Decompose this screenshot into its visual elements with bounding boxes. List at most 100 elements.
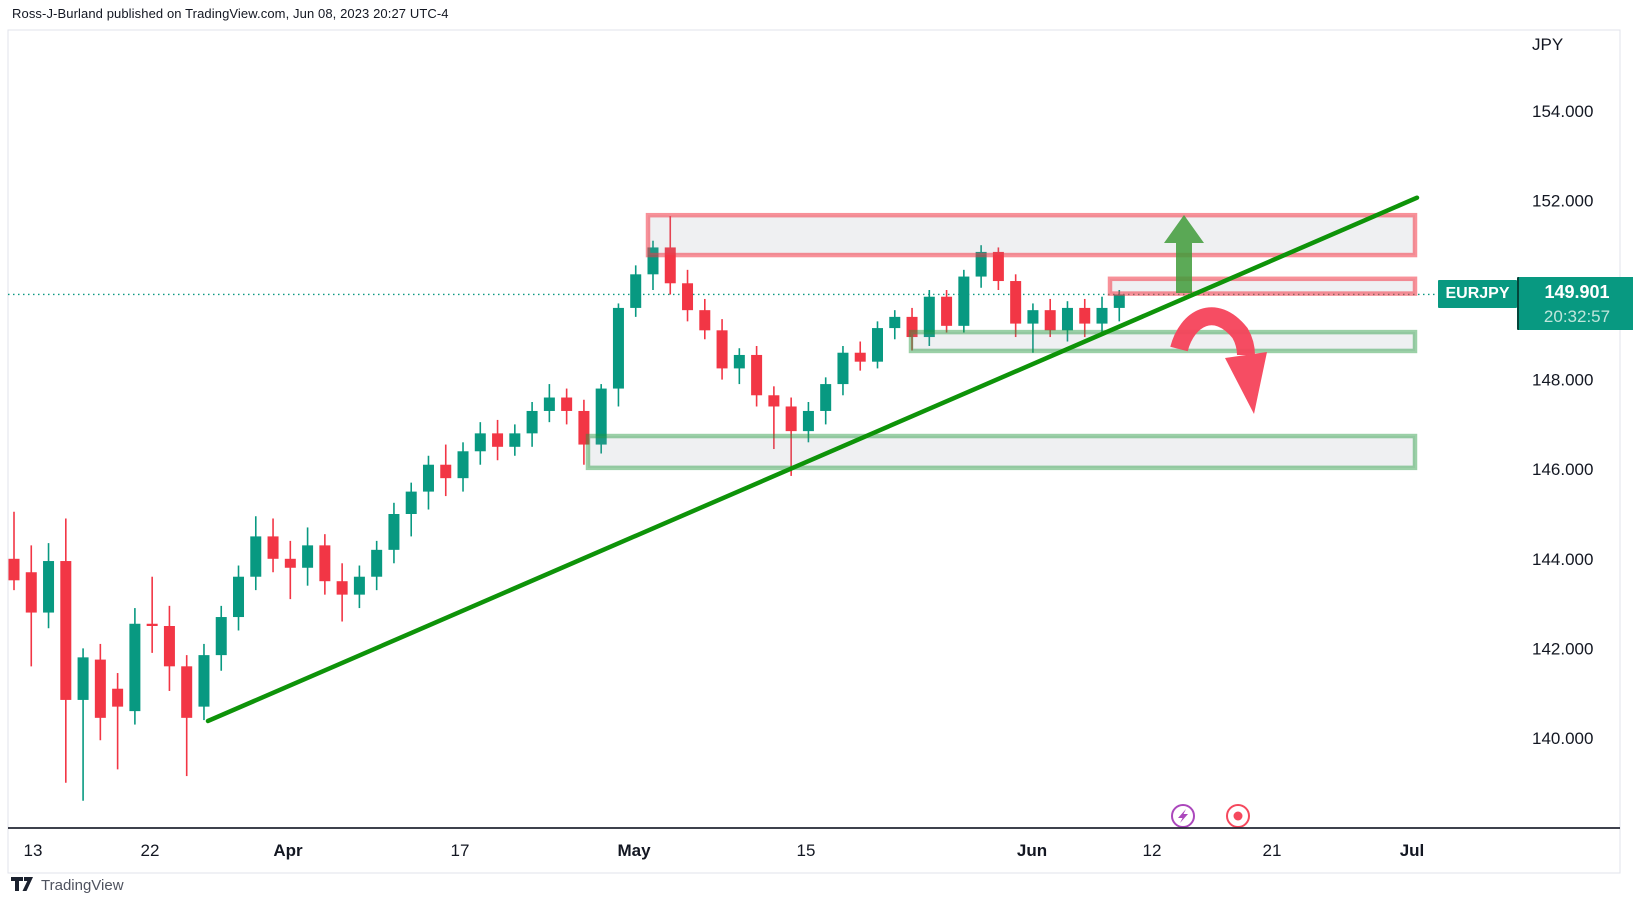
candle-body bbox=[457, 451, 469, 479]
candle-body bbox=[474, 433, 486, 452]
time-axis-label: 12 bbox=[1143, 841, 1162, 860]
bar-countdown: 20:32:57 bbox=[1543, 306, 1611, 326]
price-axis-label: 152.000 bbox=[1532, 191, 1593, 210]
candle-body bbox=[612, 307, 624, 389]
candle-body bbox=[1044, 310, 1056, 331]
resistance-zone-upper bbox=[645, 212, 1418, 258]
candle-body bbox=[371, 549, 383, 577]
time-axis-label: 15 bbox=[797, 841, 816, 860]
tradingview-watermark: TradingView bbox=[10, 876, 124, 894]
price-axis-label: 146.000 bbox=[1532, 460, 1593, 479]
candle-body bbox=[1079, 307, 1091, 324]
candle-body bbox=[284, 558, 296, 568]
candle-body bbox=[785, 406, 797, 432]
price-axis-label: 144.000 bbox=[1532, 550, 1593, 569]
support-zone-lower bbox=[585, 433, 1418, 471]
price-axis-label: 148.000 bbox=[1532, 371, 1593, 390]
candles-layer bbox=[8, 216, 1125, 801]
bearish-arrow-annotation bbox=[1170, 307, 1267, 414]
candle-body bbox=[992, 251, 1004, 282]
candle-body bbox=[1061, 307, 1073, 331]
last-price-label: 149.901 20:32:57 bbox=[1517, 277, 1633, 330]
flash-marker[interactable] bbox=[1171, 804, 1195, 828]
price-scale-currency: JPY bbox=[1532, 35, 1563, 54]
candle-body bbox=[958, 276, 970, 326]
candle-body bbox=[8, 558, 20, 581]
symbol-name: EURJPY bbox=[1445, 285, 1510, 302]
candle-body bbox=[820, 384, 832, 411]
bearish-arrow-head bbox=[1225, 352, 1267, 414]
candle-body bbox=[319, 545, 331, 582]
time-axis-label: 22 bbox=[141, 841, 160, 860]
candle-body bbox=[578, 410, 590, 445]
bullish-arrow-annotation bbox=[1164, 215, 1204, 293]
candle-body bbox=[647, 247, 659, 275]
ascending-trendline bbox=[205, 195, 1420, 724]
candle-body bbox=[388, 514, 400, 550]
candle-body bbox=[405, 491, 417, 514]
time-axis-label: May bbox=[617, 841, 651, 860]
candle-body bbox=[561, 397, 573, 411]
candle-body bbox=[233, 576, 245, 618]
candle-body bbox=[353, 576, 365, 595]
candle-body bbox=[854, 352, 866, 362]
watermark-brand-text: TradingView bbox=[41, 876, 124, 894]
resistance-zone-lower bbox=[1107, 276, 1418, 296]
candle-body bbox=[146, 623, 158, 626]
candle-body bbox=[716, 330, 728, 369]
candle-body bbox=[43, 561, 55, 613]
candle-body bbox=[630, 274, 642, 308]
candle-body bbox=[509, 433, 521, 447]
price-axis-label: 140.000 bbox=[1532, 729, 1593, 748]
time-axis-label: Apr bbox=[273, 841, 303, 860]
candle-body bbox=[699, 310, 711, 331]
candle-body bbox=[112, 688, 124, 707]
candle-body bbox=[923, 296, 935, 338]
candle-body bbox=[267, 536, 279, 559]
candle-body bbox=[250, 536, 262, 577]
candle-body bbox=[25, 572, 37, 613]
candle-body bbox=[906, 316, 918, 338]
candle-body bbox=[595, 388, 607, 445]
last-price-value: 149.901 bbox=[1544, 281, 1610, 302]
price-axis-label: 154.000 bbox=[1532, 102, 1593, 121]
symbol-price-label: EURJPY bbox=[1438, 280, 1517, 308]
candle-body bbox=[492, 433, 504, 447]
candle-body bbox=[837, 352, 849, 385]
candle-body bbox=[543, 397, 555, 411]
candle-body bbox=[181, 666, 193, 718]
price-axis-label: 142.000 bbox=[1532, 639, 1593, 658]
candle-body bbox=[768, 395, 780, 407]
candle-body bbox=[129, 623, 141, 712]
candle-body bbox=[440, 464, 452, 479]
attribution-text: Ross-J-Burland published on TradingView.… bbox=[12, 6, 449, 21]
candle-body bbox=[889, 316, 901, 329]
candle-body bbox=[1027, 310, 1039, 324]
candle-body bbox=[975, 251, 987, 277]
candle-body bbox=[302, 545, 314, 568]
time-axis-label: Jun bbox=[1017, 841, 1047, 860]
candle-body bbox=[733, 354, 745, 369]
lightning-icon bbox=[1178, 809, 1188, 823]
tradingview-logo-icon bbox=[11, 877, 33, 891]
candle-body bbox=[336, 581, 348, 595]
candle-body bbox=[60, 561, 72, 700]
candle-body bbox=[163, 626, 175, 667]
candle-body bbox=[664, 247, 676, 284]
candle-body bbox=[941, 296, 953, 326]
candle-body bbox=[77, 657, 89, 700]
chart-frame bbox=[7, 29, 1621, 874]
time-axis-label: 17 bbox=[451, 841, 470, 860]
record-marker[interactable] bbox=[1226, 804, 1250, 828]
time-axis-label: Jul bbox=[1400, 841, 1425, 860]
candle-body bbox=[526, 410, 538, 434]
record-dot-icon bbox=[1233, 811, 1243, 821]
candle-body bbox=[94, 659, 106, 718]
candle-body bbox=[872, 328, 883, 362]
candle-body bbox=[422, 464, 434, 492]
candle-body bbox=[1010, 281, 1022, 324]
support-zone-upper bbox=[908, 329, 1418, 354]
candle-body bbox=[682, 283, 694, 311]
